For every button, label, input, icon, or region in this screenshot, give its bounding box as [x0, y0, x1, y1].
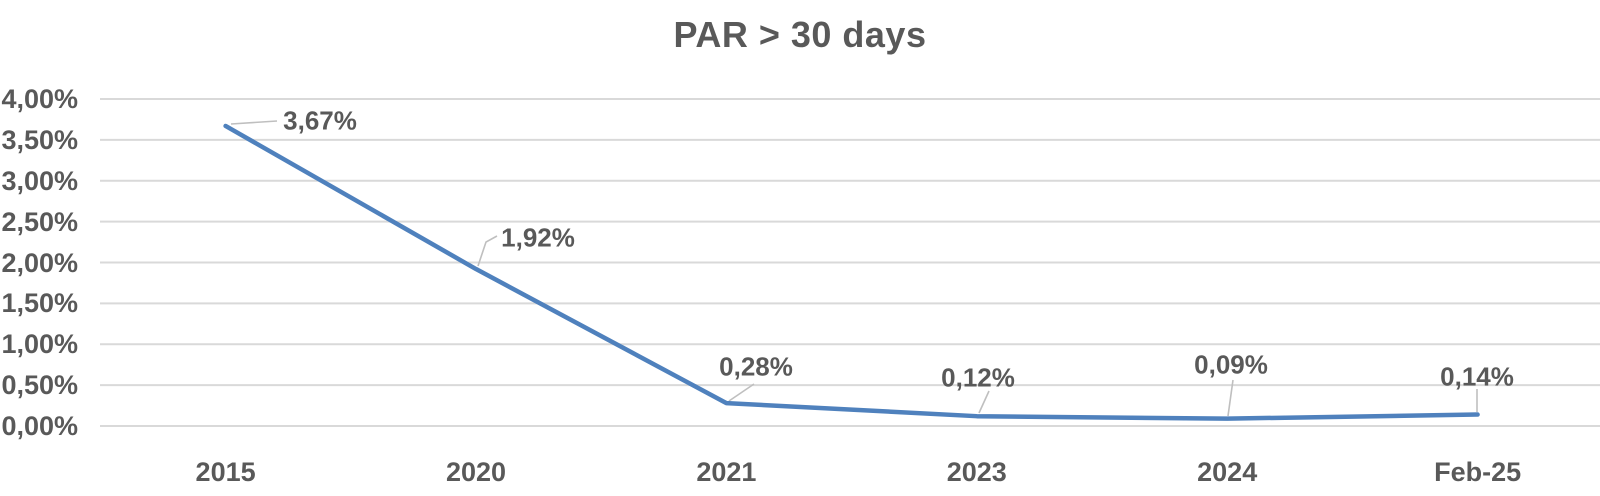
y-axis-tick-label: 1,50%	[1, 288, 78, 319]
x-axis-tick-label: 2024	[1197, 457, 1258, 487]
series-line-par	[223, 123, 1480, 421]
y-axis-tick-label: 0,00%	[1, 411, 78, 441]
y-axis-tick-label: 0,50%	[1, 370, 78, 401]
data-label: 0,14%	[1440, 361, 1514, 392]
x-axis-tick-label: 2015	[195, 457, 256, 487]
x-axis-tick-label: Feb-25	[1434, 457, 1522, 487]
data-label: 0,09%	[1194, 349, 1268, 380]
y-axis-tick-label: 2,50%	[1, 206, 78, 237]
data-label: 1,92%	[501, 222, 575, 253]
y-axis-tick-label: 1,00%	[1, 329, 78, 360]
x-axis-tick-label: 2023	[946, 457, 1007, 487]
data-label: 3,67%	[283, 105, 357, 136]
data-label-leader-line	[230, 120, 278, 125]
x-axis-tick-label: 2021	[696, 457, 757, 487]
y-axis-tick-label: 3,50%	[1, 124, 78, 155]
data-label-leader-line	[1227, 379, 1234, 417]
y-axis-tick-label: 2,00%	[1, 247, 78, 278]
data-label: 0,12%	[941, 362, 1015, 393]
y-axis-tick-label: 4,00%	[1, 84, 78, 114]
x-axis-tick-label: 2020	[445, 457, 507, 487]
data-label-leader-line	[728, 383, 755, 402]
data-label: 0,28%	[719, 351, 793, 382]
chart-title: PAR > 30 days	[673, 14, 927, 55]
data-label-leader-line	[978, 390, 990, 414]
data-label-leader-line	[477, 235, 498, 267]
y-axis-tick-label: 3,00%	[1, 165, 78, 196]
